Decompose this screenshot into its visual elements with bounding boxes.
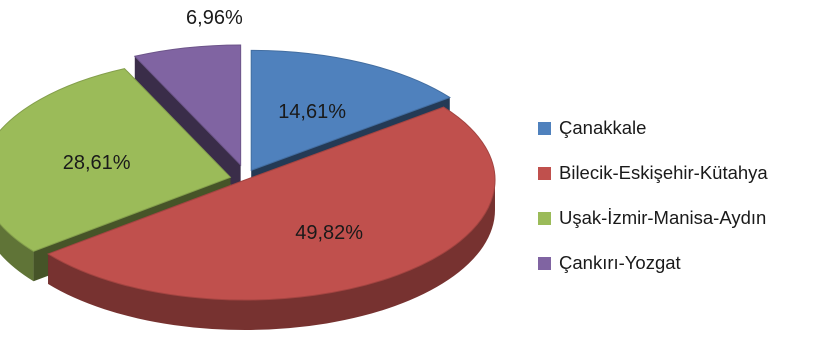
pie-slice-rim [0, 223, 34, 282]
legend-label: Uşak-İzmir-Manisa-Aydın [559, 207, 767, 228]
legend-swatch [538, 166, 551, 180]
legend-label: Çankırı-Yozgat [559, 252, 681, 273]
legend-swatch [538, 256, 551, 270]
pie-slice [133, 44, 242, 167]
pie-slice-rim [48, 180, 495, 331]
pie-data-labels: 14,61% 49,82% 28,61% 6,96% [63, 7, 364, 244]
legend-item-canakkale: Çanakkale [538, 117, 810, 138]
pie-data-label: 14,61% [278, 101, 346, 123]
legend-label: Çanakkale [559, 117, 647, 138]
chart-legend: Çanakkale Bilecik-Eskişehir-Kütahya Uşak… [538, 117, 810, 298]
pie-slice [47, 106, 496, 301]
legend-item-usak-izmir-manisa-aydin: Uşak-İzmir-Manisa-Aydın [538, 207, 810, 228]
pie-slice [250, 49, 451, 172]
pie-data-label: 6,96% [186, 7, 243, 29]
pie-data-label: 49,82% [295, 222, 363, 244]
pie-slice-tops [0, 44, 496, 301]
legend-label: Bilecik-Eskişehir-Kütahya [559, 162, 768, 183]
pie-slice [0, 68, 232, 252]
legend-swatch [538, 121, 551, 135]
legend-item-bilecik-eskisehir-kutahya: Bilecik-Eskişehir-Kütahya [538, 162, 810, 183]
legend-item-cankiri-yozgat: Çankırı-Yozgat [538, 252, 810, 273]
pie-data-label: 28,61% [63, 152, 131, 174]
legend-swatch [538, 211, 551, 225]
